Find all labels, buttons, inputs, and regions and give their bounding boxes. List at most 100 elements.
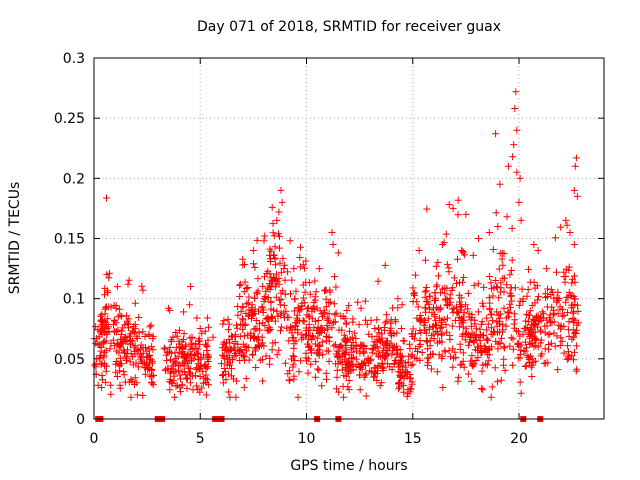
data-point	[311, 277, 319, 285]
data-point	[143, 347, 151, 355]
data-point	[501, 366, 509, 374]
data-point	[432, 262, 440, 270]
data-point	[557, 325, 565, 333]
data-point	[519, 298, 527, 305]
data-point	[351, 329, 359, 337]
data-point	[450, 274, 458, 282]
data-point	[116, 384, 124, 392]
data-point	[238, 349, 246, 357]
data-point	[567, 292, 575, 300]
data-point	[276, 244, 283, 252]
data-point	[373, 350, 381, 358]
data-point	[347, 344, 355, 352]
data-point	[544, 359, 552, 367]
data-point	[454, 373, 462, 381]
data-point	[407, 362, 415, 369]
data-point	[304, 340, 311, 348]
data-point	[262, 287, 270, 295]
data-point	[177, 375, 184, 383]
data-point	[96, 354, 104, 362]
data-point	[135, 329, 143, 337]
data-point	[322, 295, 330, 303]
data-point	[438, 338, 446, 346]
data-point	[454, 255, 461, 263]
data-point	[308, 332, 316, 340]
data-point	[325, 310, 333, 318]
data-point	[343, 346, 351, 354]
data-point	[182, 371, 190, 379]
data-point	[236, 281, 244, 289]
data-point	[232, 393, 240, 401]
data-point	[480, 283, 488, 291]
data-point	[504, 162, 512, 170]
data-point	[334, 249, 342, 257]
data-point	[474, 308, 482, 316]
data-point	[228, 365, 235, 373]
data-point	[284, 370, 292, 378]
data-point	[226, 359, 234, 367]
data-point	[400, 382, 408, 390]
data-point	[173, 332, 181, 340]
data-point	[266, 354, 274, 362]
x-tick-label: 20	[510, 431, 528, 447]
data-point	[110, 317, 118, 325]
data-point	[226, 393, 234, 401]
data-point	[178, 349, 186, 357]
data-point	[460, 363, 468, 371]
data-point	[272, 270, 280, 278]
data-point	[392, 318, 400, 326]
data-point	[500, 250, 508, 258]
data-point	[430, 322, 438, 330]
data-point	[147, 356, 155, 364]
data-point	[378, 359, 386, 367]
data-point	[437, 304, 445, 312]
data-point	[277, 268, 285, 276]
data-point	[506, 271, 514, 279]
data-point	[204, 351, 212, 359]
data-point	[566, 229, 574, 236]
data-point	[311, 340, 319, 348]
data-point	[147, 321, 155, 329]
data-point	[307, 360, 315, 368]
data-point	[488, 285, 496, 293]
data-point	[115, 305, 123, 313]
data-point	[261, 232, 269, 240]
data-point	[271, 317, 279, 325]
data-point	[494, 345, 502, 353]
y-tick-label: 0.1	[63, 292, 85, 308]
data-point	[148, 379, 156, 387]
data-point	[251, 264, 259, 271]
data-point	[528, 355, 536, 363]
data-point	[454, 211, 462, 219]
data-point	[470, 339, 478, 347]
data-point	[133, 391, 141, 399]
data-point	[565, 318, 573, 326]
data-point	[149, 371, 157, 379]
data-point	[294, 329, 302, 337]
data-point	[237, 280, 245, 288]
data-point	[139, 392, 147, 399]
data-point	[486, 273, 494, 280]
data-point	[180, 330, 188, 338]
data-point	[568, 279, 576, 287]
data-point	[220, 365, 228, 372]
data-point	[193, 364, 200, 372]
data-point	[133, 379, 141, 387]
data-point	[416, 356, 424, 364]
x-tick-label: 0	[90, 431, 99, 447]
data-point	[139, 344, 147, 352]
data-point	[187, 341, 195, 349]
data-point	[570, 241, 578, 248]
data-point	[460, 274, 468, 281]
data-point	[288, 276, 296, 284]
data-point	[298, 299, 306, 307]
data-point	[112, 358, 120, 365]
data-point	[491, 364, 499, 372]
data-point	[355, 321, 363, 329]
data-point	[325, 357, 333, 365]
data-point	[361, 297, 369, 305]
data-point	[456, 298, 463, 306]
data-point	[121, 334, 129, 342]
data-point	[500, 361, 507, 369]
data-point	[437, 319, 445, 327]
